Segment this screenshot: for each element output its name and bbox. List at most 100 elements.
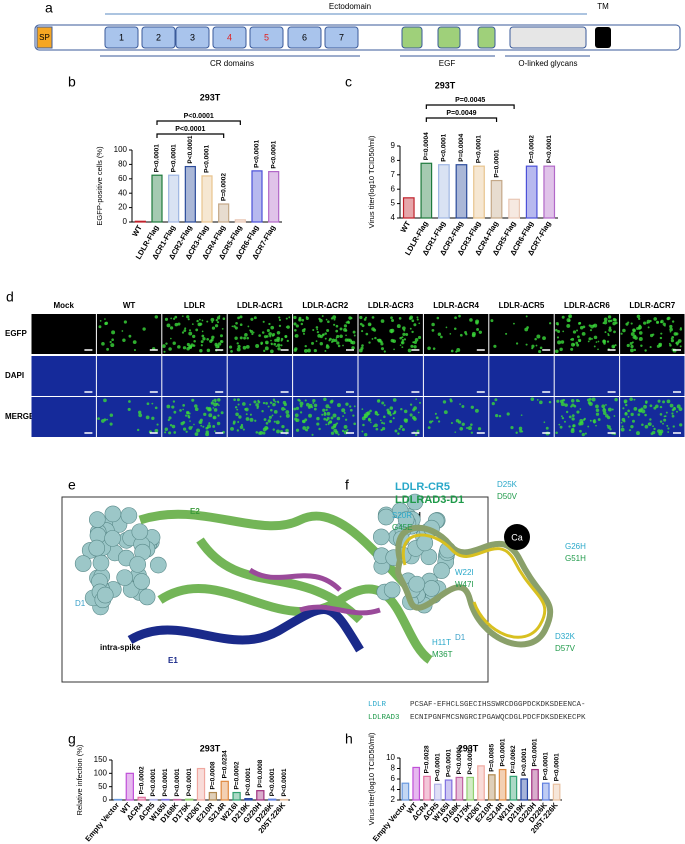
cell-signal (263, 349, 266, 352)
cell-signal (168, 347, 172, 351)
p-value: P<0.0001 (254, 139, 261, 167)
cell-signal (633, 348, 637, 352)
cell-signal (216, 316, 221, 320)
cell-signal (562, 398, 566, 402)
cell-signal (643, 404, 647, 409)
cell-signal (211, 335, 215, 339)
cell-signal (399, 336, 402, 340)
cell-signal (233, 398, 236, 402)
bar (201, 175, 213, 223)
panel-label: g (68, 731, 76, 747)
cell-signal (646, 319, 651, 324)
cell-signal (352, 414, 355, 417)
cell-signal (659, 405, 663, 409)
cell-signal (345, 402, 349, 406)
cell-signal (365, 316, 368, 319)
cell-signal (104, 322, 108, 326)
cell-signal (392, 339, 396, 343)
cell-signal (328, 420, 332, 424)
cell-signal (418, 322, 421, 325)
cell-signal (201, 334, 205, 338)
cell-signal (301, 318, 305, 322)
sphere-atom (383, 581, 401, 599)
cell-signal (206, 426, 209, 429)
cell-signal (470, 431, 474, 434)
cell-signal (383, 350, 386, 353)
cell-signal (465, 333, 468, 336)
cell-signal (387, 411, 391, 415)
cell-signal (201, 330, 204, 333)
cell-signal (557, 329, 561, 334)
cell-signal (342, 344, 344, 347)
cell-signal (558, 423, 561, 426)
cell-signal (277, 347, 281, 351)
cell-signal (667, 316, 671, 320)
cell-signal (470, 423, 473, 426)
bar (113, 798, 123, 801)
sphere-atom (104, 530, 121, 547)
cell-signal (390, 328, 395, 333)
cell-signal (669, 327, 673, 332)
e1-ribbon (127, 605, 364, 653)
cell-signal (403, 329, 406, 332)
column-header: LDLR-ΔCR3 (368, 301, 414, 310)
cell-signal (592, 324, 595, 327)
row-label: DAPI (5, 371, 24, 380)
cell-signal (390, 331, 393, 334)
cell-signal (431, 322, 435, 327)
cell-signal (304, 418, 308, 422)
mutation-label: W22I (455, 568, 474, 577)
sphere-atom (88, 539, 106, 557)
cell-signal (363, 432, 368, 437)
cell-signal (316, 330, 320, 334)
bar (208, 791, 218, 801)
cell-signal (180, 421, 184, 426)
cell-signal (327, 320, 330, 324)
y-tick-label: 40 (118, 188, 127, 197)
d1-label: D1 (455, 633, 466, 642)
cell-signal (563, 420, 566, 423)
cell-signal (165, 342, 168, 345)
cell-signal (584, 432, 587, 435)
cell-signal (605, 404, 607, 406)
cell-signal (199, 349, 203, 353)
cell-signal (592, 419, 597, 424)
cell-signal (295, 428, 300, 432)
cell-signal (318, 427, 321, 431)
p-value: P<0.0001 (521, 748, 528, 776)
p-value: P<0.0001 (553, 753, 560, 781)
cell-signal (630, 332, 635, 337)
cr-box (212, 26, 247, 49)
cell-signal (349, 405, 352, 408)
cell-signal (410, 344, 414, 348)
cell-signal (429, 420, 433, 424)
bar (268, 171, 280, 223)
bar (473, 165, 485, 219)
cell-signal (676, 410, 678, 413)
cell-signal (307, 405, 311, 409)
p-value: P<0.0001 (532, 738, 539, 766)
backbone (401, 533, 547, 639)
cell-signal (630, 412, 634, 417)
y-tick-label: 9 (391, 141, 396, 150)
cell-signal (613, 330, 616, 334)
bar (232, 791, 241, 801)
cell-signal (581, 331, 586, 336)
cell-signal (374, 423, 378, 428)
y-axis-label: Virus titer(log10 TCID50/ml) (367, 135, 376, 228)
cell-signal (128, 334, 132, 338)
cell-signal (453, 327, 457, 331)
intra-spike-label: intra-spike (100, 643, 141, 652)
bar (161, 798, 170, 801)
y-axis-label: Relative infection (%) (75, 744, 84, 815)
cell-signal (191, 426, 193, 428)
cell-signal (620, 421, 623, 424)
bar (256, 790, 265, 801)
cell-signal (398, 427, 401, 430)
e2-label: E2 (190, 507, 200, 516)
cell-signal (193, 423, 195, 426)
cell-signal (549, 322, 552, 325)
cell-signal (490, 319, 494, 323)
cell-signal (186, 342, 190, 347)
